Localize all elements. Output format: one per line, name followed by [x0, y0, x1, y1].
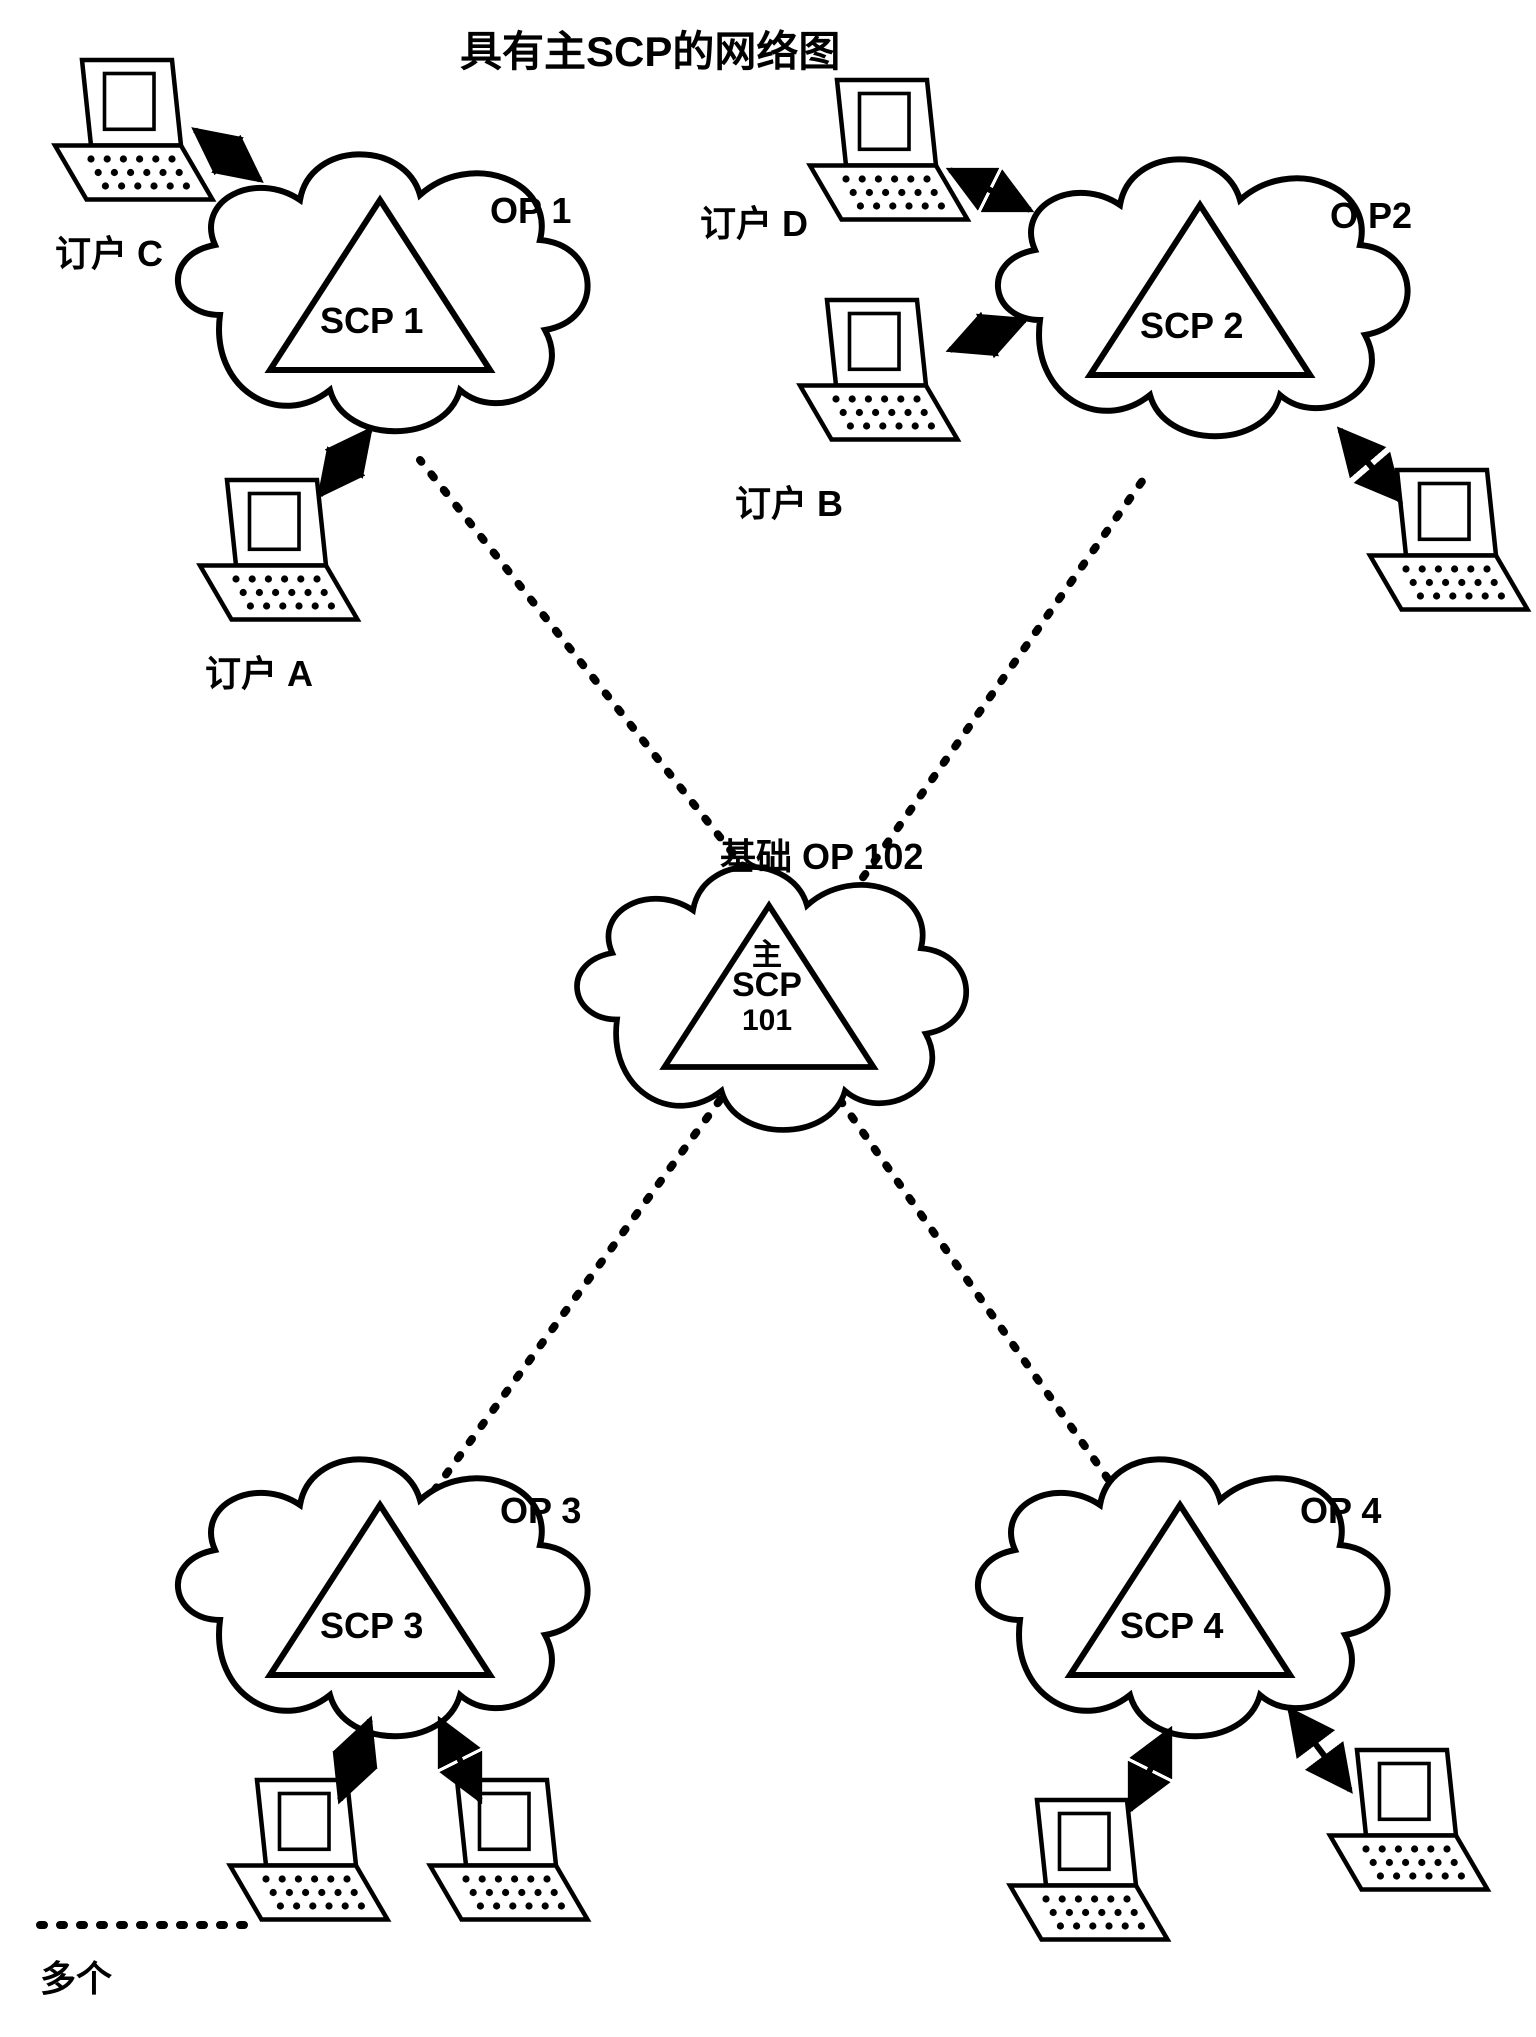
- label-scp4: SCP 4: [1120, 1605, 1223, 1647]
- label-op3: OP 3: [500, 1490, 581, 1532]
- label-sub-c: 订户 C: [55, 225, 163, 277]
- label-scp1: SCP 1: [320, 300, 423, 342]
- legend-label: 多个: [40, 1950, 112, 2002]
- device-sub-a: [200, 480, 358, 620]
- label-sub-d: 订户 D: [700, 195, 808, 247]
- label-base-scp-2: SCP: [732, 966, 802, 1005]
- device-sub-d: [810, 80, 968, 220]
- device-op3-right: [430, 1780, 588, 1920]
- device-op4-left: [1010, 1800, 1168, 1940]
- label-scp2: SCP 2: [1140, 305, 1243, 347]
- device-sub-b: [800, 300, 958, 440]
- label-sub-b: 订户 B: [735, 475, 843, 527]
- device-sub-c: [55, 60, 213, 200]
- label-op4: OP 4: [1300, 1490, 1381, 1532]
- label-sub-a: 订户 A: [205, 645, 313, 697]
- label-base-scp-3: 101: [742, 1004, 792, 1038]
- label-op2: O P2: [1330, 195, 1412, 237]
- device-op3-left: [230, 1780, 388, 1920]
- label-base-op: 基础 OP 102: [720, 828, 923, 880]
- label-op1: OP 1: [490, 190, 571, 232]
- device-op4-right: [1330, 1750, 1488, 1890]
- label-scp3: SCP 3: [320, 1605, 423, 1647]
